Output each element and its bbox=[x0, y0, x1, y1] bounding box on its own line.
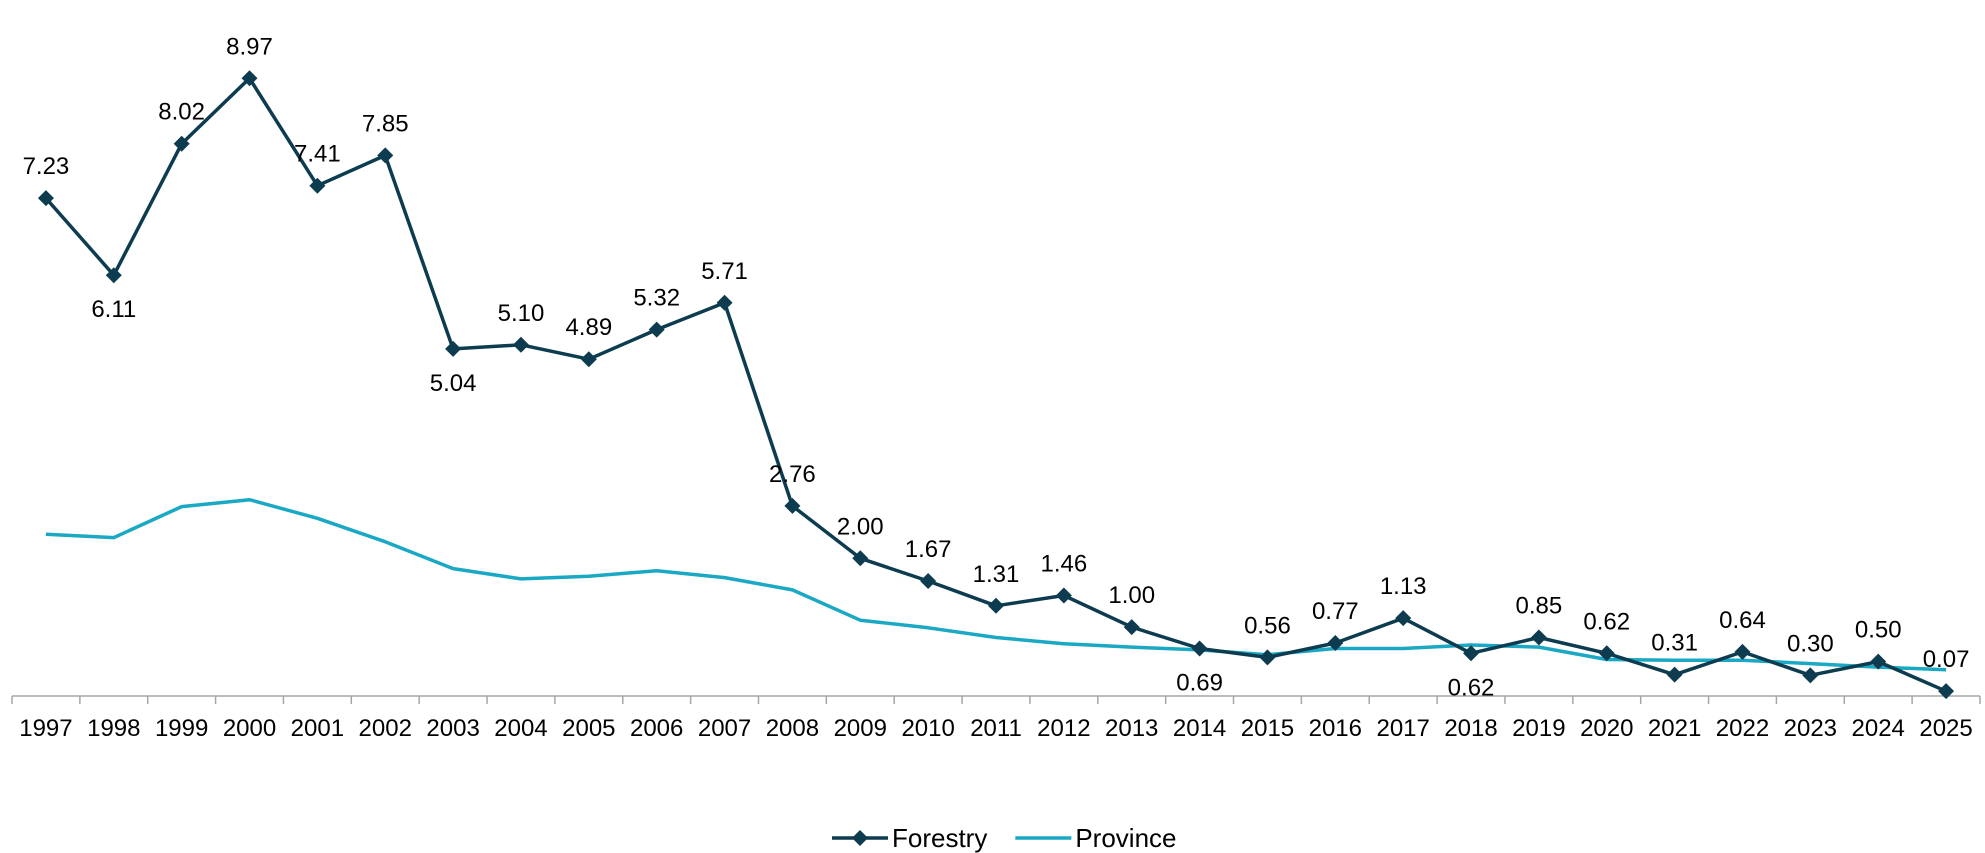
x-tick-label: 2025 bbox=[1919, 715, 1972, 742]
data-point-marker bbox=[377, 147, 394, 164]
x-tick-label: 2003 bbox=[426, 715, 479, 742]
x-tick-label: 2008 bbox=[766, 715, 819, 742]
data-point-marker bbox=[105, 267, 122, 284]
x-tick-label: 2012 bbox=[1037, 715, 1090, 742]
x-tick-label: 2009 bbox=[834, 715, 887, 742]
data-label: 0.64 bbox=[1719, 607, 1766, 634]
legend-label: Province bbox=[1075, 823, 1176, 853]
x-tick-label: 2013 bbox=[1105, 715, 1158, 742]
data-label: 5.04 bbox=[430, 370, 477, 397]
data-label: 0.62 bbox=[1448, 674, 1495, 701]
legend-label: Forestry bbox=[892, 823, 987, 853]
data-point-marker bbox=[1327, 634, 1344, 651]
x-tick-label: 1997 bbox=[19, 715, 72, 742]
x-tick-label: 2023 bbox=[1784, 715, 1837, 742]
data-label: 8.02 bbox=[158, 99, 205, 126]
data-label: 1.13 bbox=[1380, 573, 1427, 600]
data-label: 1.46 bbox=[1041, 550, 1088, 577]
data-label: 0.56 bbox=[1244, 612, 1291, 639]
data-labels: 7.23 6.11 8.02 8.97 7.41 7.85 5.04 5.10 4.89 5.32… bbox=[23, 33, 1970, 701]
x-tick-label: 2019 bbox=[1512, 715, 1565, 742]
data-label: 0.77 bbox=[1312, 598, 1359, 625]
data-point-marker bbox=[1802, 667, 1819, 684]
data-point-marker bbox=[173, 135, 190, 152]
data-point-marker bbox=[241, 70, 258, 87]
data-label: 0.31 bbox=[1651, 630, 1698, 657]
data-point-marker bbox=[1530, 629, 1547, 646]
x-tick-label: 2015 bbox=[1241, 715, 1294, 742]
x-tick-label: 1999 bbox=[155, 715, 208, 742]
data-label: 8.97 bbox=[226, 33, 273, 60]
data-point-marker bbox=[580, 351, 597, 368]
x-tick-label: 2005 bbox=[562, 715, 615, 742]
x-tick-label: 2000 bbox=[223, 715, 276, 742]
x-tick-label: 2024 bbox=[1852, 715, 1905, 742]
x-tick-label: 1998 bbox=[87, 715, 140, 742]
x-axis: 1997 1998 1999 2000 2001 2002 2003 2004 2005 2006… bbox=[11, 695, 1981, 742]
data-label: 2.00 bbox=[837, 513, 884, 540]
x-tick-label: 2010 bbox=[901, 715, 954, 742]
data-label: 7.23 bbox=[23, 153, 70, 180]
data-label: 1.00 bbox=[1108, 582, 1155, 609]
x-tick-label: 2022 bbox=[1716, 715, 1769, 742]
x-tick-label: 2007 bbox=[698, 715, 751, 742]
data-label: 0.50 bbox=[1855, 617, 1902, 644]
data-label: 7.41 bbox=[294, 141, 341, 168]
data-label: 5.32 bbox=[633, 285, 680, 312]
data-label: 0.85 bbox=[1516, 592, 1563, 619]
legend-item-province: Province bbox=[1015, 823, 1177, 853]
x-tick-label: 2004 bbox=[494, 715, 547, 742]
data-point-marker bbox=[1395, 610, 1412, 627]
data-label: 2.76 bbox=[769, 461, 816, 488]
data-point-marker bbox=[1734, 643, 1751, 660]
data-point-marker bbox=[784, 497, 801, 514]
x-tick-label: 2018 bbox=[1444, 715, 1497, 742]
data-label: 0.69 bbox=[1176, 669, 1223, 696]
x-tick-label: 2017 bbox=[1376, 715, 1429, 742]
x-tick-label: 2016 bbox=[1309, 715, 1362, 742]
data-point-marker bbox=[988, 597, 1004, 614]
data-label: 6.11 bbox=[91, 296, 136, 323]
x-tick-label: 2006 bbox=[630, 715, 683, 742]
data-label: 5.71 bbox=[701, 258, 748, 285]
data-point-marker bbox=[716, 294, 733, 311]
data-point-marker bbox=[1598, 645, 1615, 662]
x-tick-label: 2020 bbox=[1580, 715, 1633, 742]
x-tick-label: 2014 bbox=[1173, 715, 1226, 742]
data-point-marker bbox=[852, 550, 869, 567]
x-tick-label: 2001 bbox=[291, 715, 344, 742]
data-label: 1.67 bbox=[905, 536, 952, 563]
data-label: 4.89 bbox=[565, 314, 612, 341]
data-point-marker bbox=[1123, 619, 1140, 636]
legend-marker bbox=[852, 830, 868, 846]
data-point-marker bbox=[1870, 653, 1887, 670]
data-point-marker bbox=[37, 190, 54, 207]
data-point-marker bbox=[920, 572, 937, 589]
data-point-marker bbox=[512, 336, 529, 353]
data-point-marker bbox=[1463, 645, 1480, 662]
data-label: 5.10 bbox=[498, 300, 545, 327]
data-label: 7.85 bbox=[362, 110, 409, 137]
data-point-marker bbox=[1938, 683, 1955, 700]
x-tick-label: 2021 bbox=[1648, 715, 1701, 742]
data-point-marker bbox=[309, 177, 326, 194]
data-point-marker bbox=[445, 340, 462, 357]
data-point-marker bbox=[1259, 649, 1276, 666]
data-point-marker bbox=[648, 321, 665, 338]
x-tick-label: 2011 bbox=[970, 715, 1022, 742]
data-point-marker bbox=[1666, 666, 1683, 683]
data-point-marker bbox=[1191, 640, 1208, 657]
data-label: 0.07 bbox=[1923, 646, 1970, 673]
legend: Forestry Province bbox=[832, 823, 1177, 853]
data-label: 1.31 bbox=[973, 561, 1020, 588]
legend-item-forestry: Forestry bbox=[832, 823, 987, 853]
data-label: 0.30 bbox=[1787, 630, 1834, 657]
x-tick-label: 2002 bbox=[359, 715, 412, 742]
data-point-marker bbox=[1055, 587, 1072, 604]
series-layer bbox=[37, 70, 1955, 700]
data-label: 0.62 bbox=[1583, 608, 1630, 635]
